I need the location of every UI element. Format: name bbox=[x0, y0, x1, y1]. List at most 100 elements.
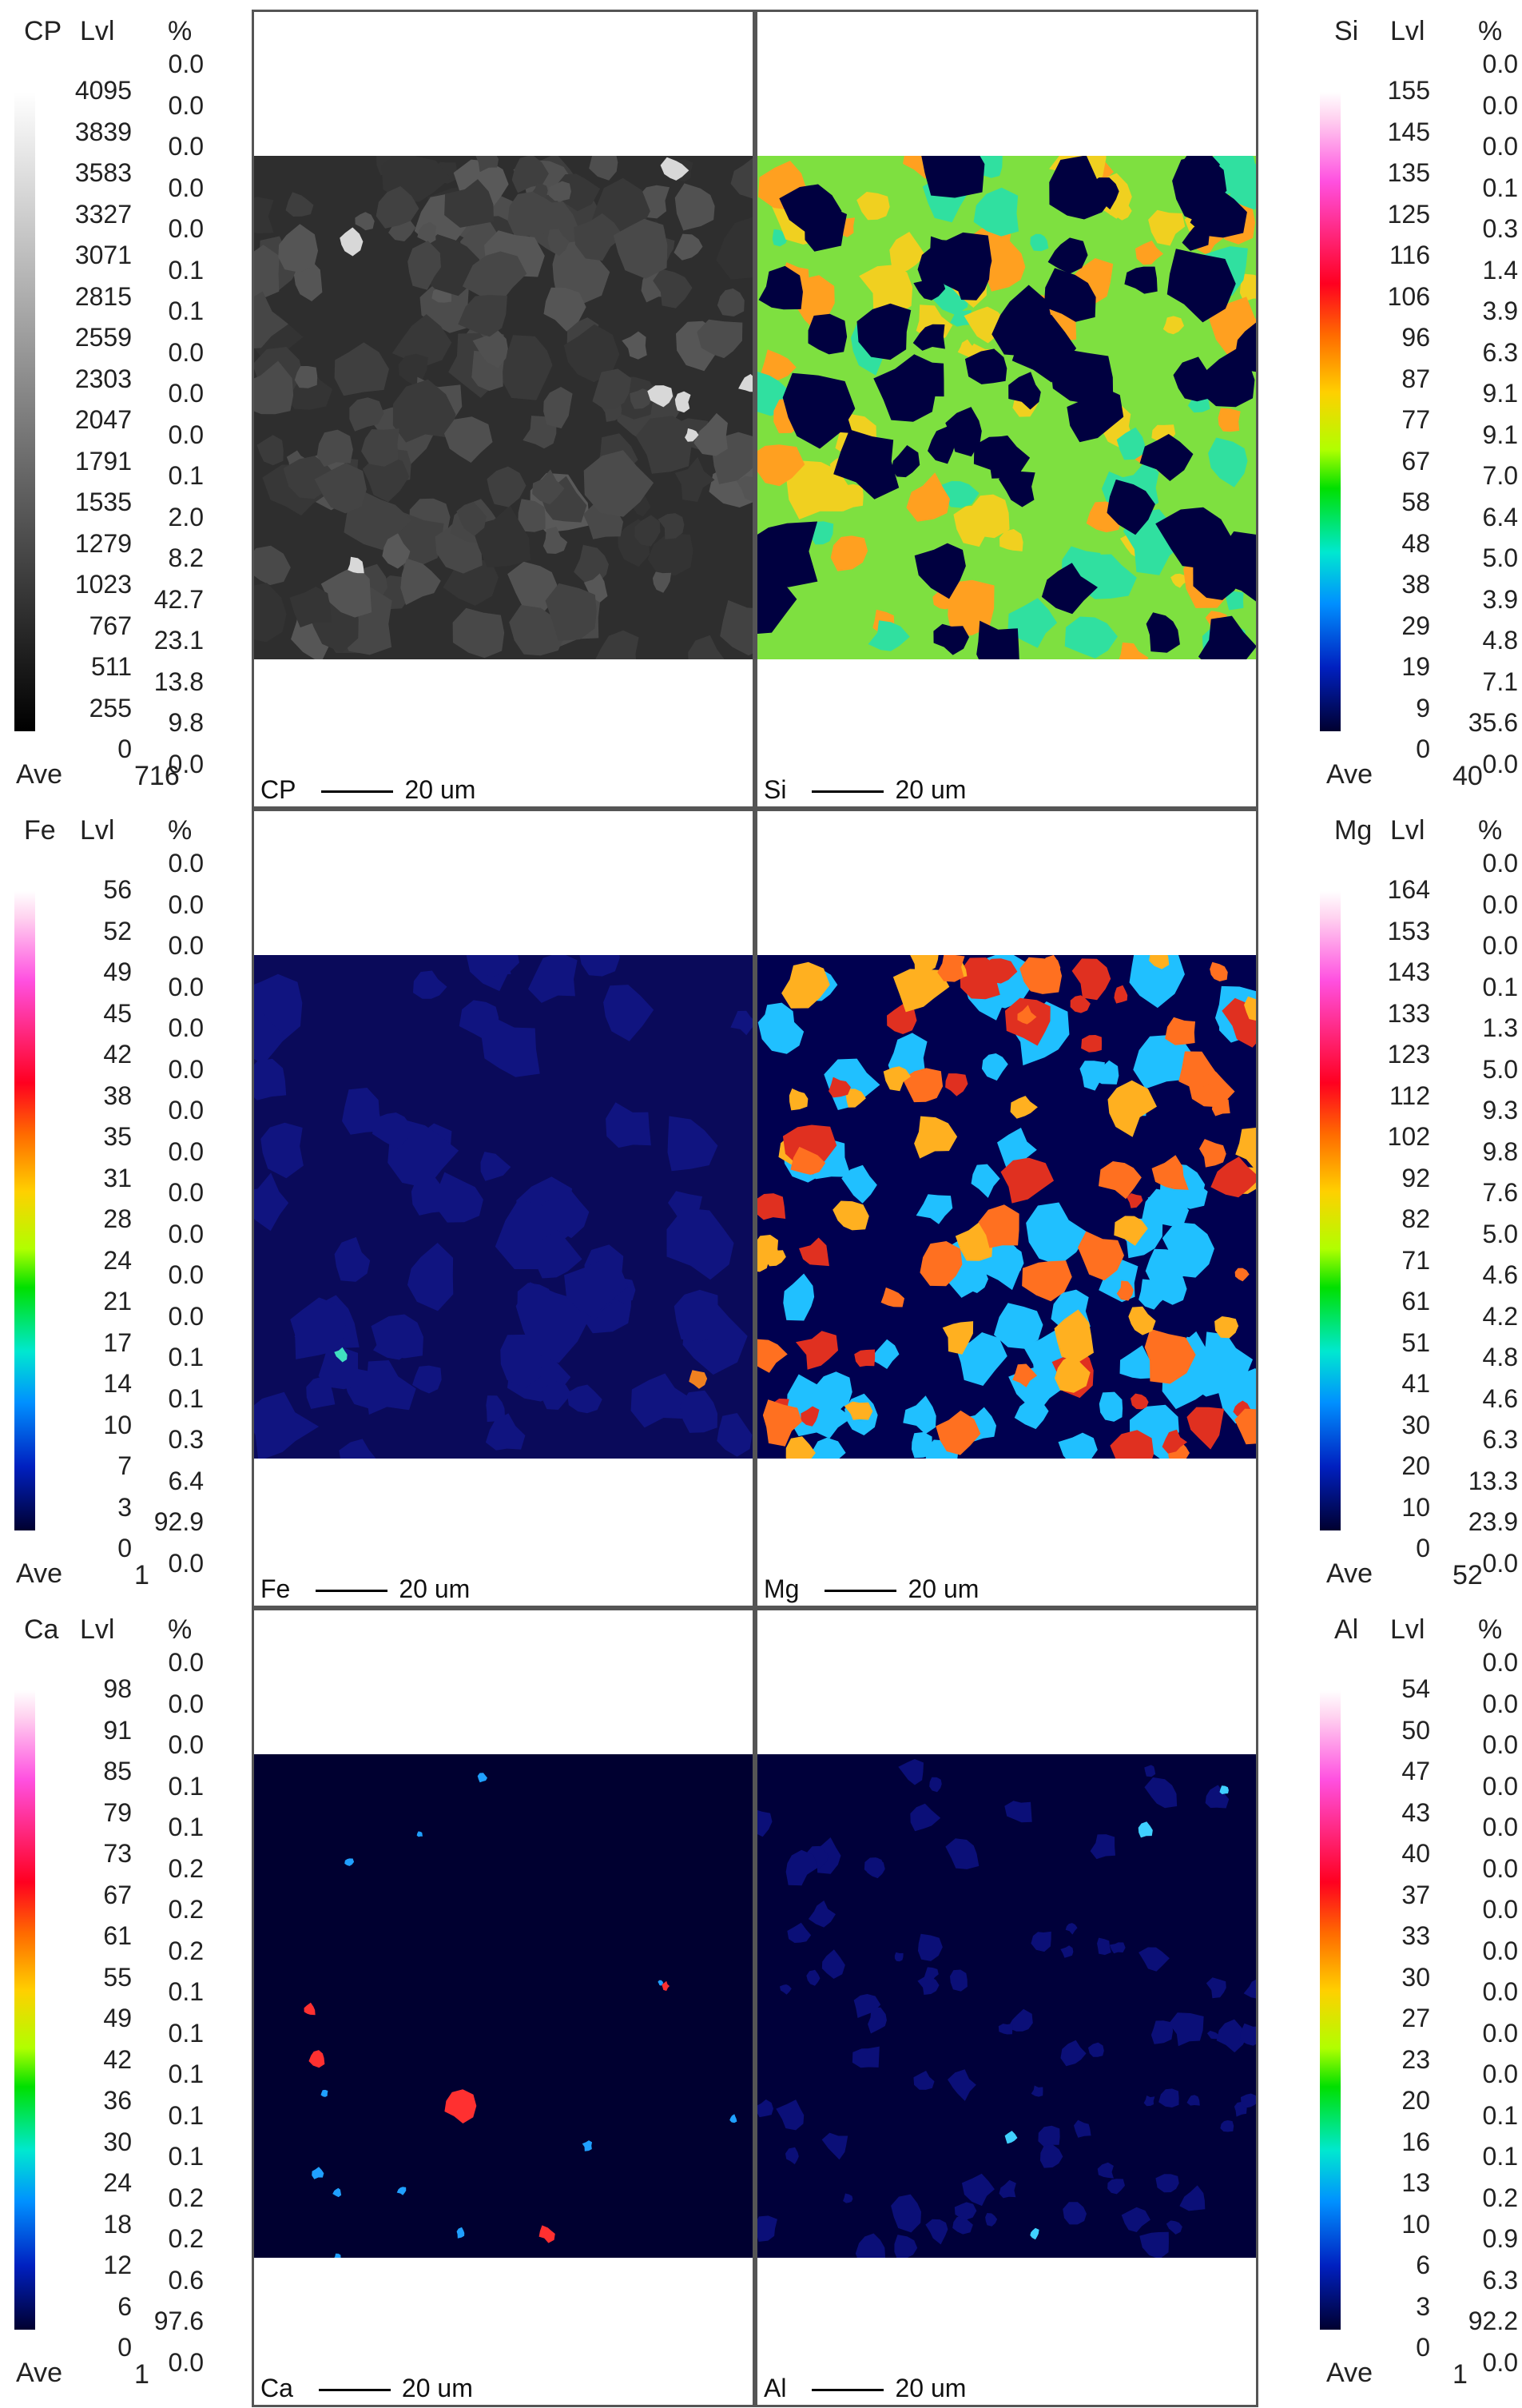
si-zone bbox=[889, 232, 926, 277]
mg-grain bbox=[757, 1193, 786, 1220]
legend-cp: CP Lvl% 4095 3839 3583 3327 3071 2815 2559 2303 20… bbox=[8, 8, 248, 791]
grain bbox=[589, 156, 618, 181]
al-zone bbox=[924, 1967, 939, 1980]
grain bbox=[543, 387, 573, 429]
scale-label: 20 um bbox=[404, 775, 476, 804]
grain bbox=[613, 218, 668, 279]
mg-grain bbox=[1107, 1080, 1157, 1137]
legend-level-value: 12 bbox=[103, 2251, 132, 2279]
legend-level-value: 42 bbox=[103, 1040, 132, 1069]
legend-percent-value: 0.0 bbox=[168, 214, 204, 243]
legend-percent-value: 0.0 bbox=[168, 931, 204, 960]
legend-percent-value: 0.0 bbox=[1482, 1895, 1518, 1924]
si-void bbox=[873, 354, 939, 422]
al-zone bbox=[925, 2219, 948, 2245]
grain bbox=[278, 224, 319, 273]
si-void bbox=[913, 272, 946, 301]
map-background bbox=[254, 1754, 753, 2258]
legend-percent-value: 0.0 bbox=[168, 379, 204, 408]
mg-grain bbox=[1022, 1260, 1072, 1302]
grain bbox=[254, 197, 274, 234]
legend-ave-label: Ave bbox=[16, 1558, 62, 1589]
legend-percent-value: 1.3 bbox=[1482, 1013, 1518, 1042]
fe-zone bbox=[372, 1112, 411, 1149]
si-void bbox=[808, 313, 848, 355]
legend-si: Si Lvl% 155 145 135 125 116 106 96 87 77 67 58 48 38 29… bbox=[1278, 8, 1518, 791]
grain bbox=[547, 229, 570, 257]
legend-ave-label: Ave bbox=[1326, 2358, 1373, 2388]
grain bbox=[583, 573, 608, 603]
al-zone bbox=[1063, 2202, 1087, 2225]
grain bbox=[349, 397, 384, 432]
legend-percent-value: 0.0 bbox=[1482, 2018, 1518, 2048]
si-void bbox=[892, 445, 920, 478]
grain bbox=[674, 183, 715, 231]
al-zone bbox=[1090, 1834, 1115, 1860]
grain bbox=[542, 527, 568, 554]
al-hotspot bbox=[1138, 1821, 1153, 1838]
mg-rim bbox=[1026, 1202, 1089, 1266]
mg-grain bbox=[1114, 1216, 1148, 1246]
grain bbox=[530, 183, 548, 202]
ca-hotspot bbox=[304, 2002, 316, 2016]
legend-element-label: Al bbox=[1334, 1614, 1359, 1645]
si-zone bbox=[906, 472, 950, 522]
ca-hotspot bbox=[538, 2225, 555, 2243]
si-zone bbox=[1170, 573, 1190, 588]
legend-percent-value: 0.1 bbox=[168, 1771, 204, 1801]
legend-percent-value: 0.1 bbox=[1482, 2100, 1518, 2130]
al-zone bbox=[952, 2215, 973, 2235]
legend-level-value: 23 bbox=[1401, 2044, 1430, 2074]
grain bbox=[472, 330, 508, 368]
ca-speck bbox=[334, 2253, 341, 2258]
grain bbox=[716, 217, 753, 280]
grain bbox=[443, 416, 493, 463]
legend-level-value: 38 bbox=[1401, 570, 1430, 599]
si-void bbox=[1041, 563, 1099, 615]
al-zone bbox=[961, 2173, 995, 2207]
legend-percent-value: 0.2 bbox=[168, 2224, 204, 2253]
legend-percent-value: 0.1 bbox=[168, 461, 204, 490]
al-zone bbox=[1166, 2220, 1182, 2235]
legend-ave-value: 40 bbox=[1452, 761, 1483, 791]
legend-level-value: 112 bbox=[1389, 1081, 1430, 1110]
al-zone bbox=[917, 1976, 940, 1995]
al-zone bbox=[821, 2132, 848, 2160]
ca-speck bbox=[312, 2167, 324, 2179]
al-zone bbox=[843, 2193, 853, 2203]
si-zone bbox=[953, 505, 997, 547]
fe-zone bbox=[371, 1314, 423, 1359]
map-panel-si: Si 20 um bbox=[755, 10, 1258, 809]
al-zone bbox=[757, 1809, 773, 1837]
ca-speck bbox=[320, 2089, 328, 2097]
fe-zone bbox=[630, 1373, 694, 1428]
legend-percent-value: 0.0 bbox=[1482, 1977, 1518, 2006]
legend-level-value: 14 bbox=[103, 1369, 132, 1398]
legend-lvl-header: Lvl bbox=[1390, 1614, 1425, 1645]
al-zone bbox=[894, 2235, 918, 2258]
legend-percent-value: 6.3 bbox=[1482, 2265, 1518, 2295]
bright-grain bbox=[674, 391, 691, 413]
si-void bbox=[928, 426, 956, 464]
si-void bbox=[991, 285, 1053, 356]
legend-percent-value: 3.9 bbox=[1482, 584, 1518, 614]
scale-label: 20 um bbox=[895, 775, 967, 804]
al-hotspot bbox=[1219, 1785, 1229, 1794]
legend-percent-value: 0.0 bbox=[1482, 1548, 1518, 1578]
mg-rim bbox=[993, 1303, 1043, 1349]
mg-grain bbox=[1078, 1231, 1124, 1281]
legend-percent-value: 0.0 bbox=[1482, 1648, 1518, 1677]
mg-grain bbox=[920, 1241, 963, 1287]
legend-percent-value: 0.0 bbox=[1482, 90, 1518, 120]
legend-level-value: 0 bbox=[1416, 734, 1430, 763]
legend-level-value: 67 bbox=[1401, 446, 1430, 476]
mg-grain bbox=[1214, 1316, 1239, 1339]
legend-percent-value: 0.0 bbox=[168, 1219, 204, 1248]
legend-percent-value: 7.1 bbox=[1482, 667, 1518, 696]
si-zone bbox=[757, 444, 805, 487]
legend-percent-value: 4.8 bbox=[1482, 626, 1518, 655]
grain bbox=[471, 505, 531, 567]
legend-ave-value: 716 bbox=[134, 761, 180, 791]
legend-level-value: 48 bbox=[1401, 528, 1430, 558]
al-zone bbox=[1220, 2120, 1234, 2132]
